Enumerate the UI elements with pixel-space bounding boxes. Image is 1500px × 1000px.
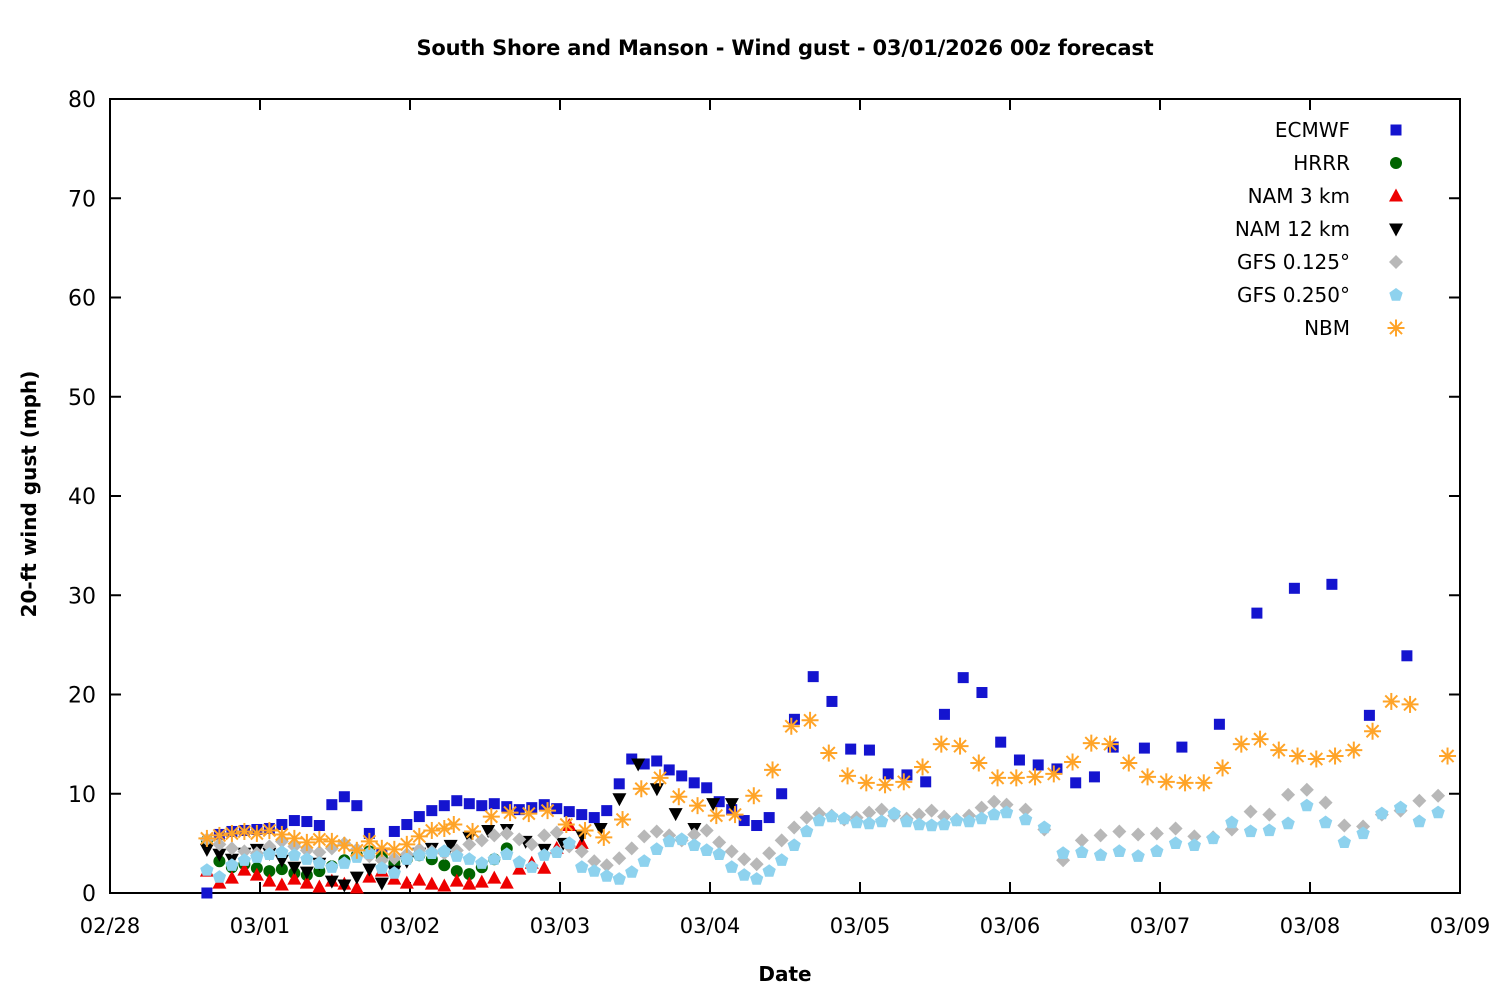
- legend-label-nam3km: NAM 3 km: [1247, 183, 1350, 208]
- x-tick-label: 03/03: [530, 914, 591, 938]
- legend-item-hrrr: HRRR: [1235, 146, 1408, 179]
- x-tick-label: 03/08: [1280, 914, 1341, 938]
- x-tick-label: 03/01: [230, 914, 291, 938]
- y-tick-label: 50: [68, 386, 96, 411]
- circle-marker-icon: [1390, 156, 1402, 169]
- legend-label-ecmwf: ECMWF: [1274, 117, 1350, 142]
- x-tick-label: 03/07: [1130, 914, 1191, 938]
- y-tick-label: 30: [68, 584, 96, 609]
- y-tick-label: 60: [68, 287, 96, 312]
- y-tick-label: 40: [68, 485, 96, 510]
- pentagon-marker-icon: [1389, 287, 1403, 301]
- legend-item-nam12km: NAM 12 km: [1235, 212, 1408, 245]
- asterisk-marker-icon: [1387, 319, 1405, 336]
- legend-item-gfs0250: GFS 0.250°: [1235, 278, 1408, 311]
- x-tick-label: 03/06: [980, 914, 1041, 938]
- series-gfs-0-125-: [199, 782, 1446, 873]
- legend-label-nbm: NBM: [1304, 315, 1350, 340]
- legend-item-nam3km: NAM 3 km: [1235, 179, 1408, 212]
- legend: ECMWF HRRR NAM 3 km NAM 12 km GFS 0.125°…: [1235, 113, 1408, 344]
- series-gfs-0-250-: [200, 798, 1445, 885]
- series-nbm: [198, 692, 1457, 859]
- y-tick-label: 20: [68, 684, 96, 709]
- x-tick-label: 03/05: [830, 914, 891, 938]
- triangle-up-marker-icon: [1389, 188, 1403, 201]
- y-tick-label: 80: [68, 88, 96, 113]
- y-tick-label: 0: [82, 882, 96, 907]
- legend-item-ecmwf: ECMWF: [1235, 113, 1408, 146]
- triangle-down-marker-icon: [1389, 223, 1403, 236]
- x-tick-label: 03/02: [380, 914, 441, 938]
- y-tick-label: 10: [68, 783, 96, 808]
- square-marker-icon: [1390, 124, 1402, 135]
- x-tick-label: 02/28: [80, 914, 141, 938]
- legend-label-hrrr: HRRR: [1293, 150, 1350, 175]
- legend-label-gfs0125: GFS 0.125°: [1237, 249, 1350, 274]
- chart-title: South Shore and Manson - Wind gust - 03/…: [416, 36, 1154, 60]
- diamond-marker-icon: [1389, 254, 1403, 269]
- x-tick-label: 03/04: [680, 914, 741, 938]
- legend-label-gfs0250: GFS 0.250°: [1237, 282, 1350, 307]
- legend-label-nam12km: NAM 12 km: [1234, 216, 1350, 241]
- legend-item-nbm: NBM: [1235, 311, 1408, 344]
- legend-item-gfs0125: GFS 0.125°: [1235, 245, 1408, 278]
- y-axis-label: 20-ft wind gust (mph): [17, 370, 41, 618]
- x-axis-label: Date: [758, 962, 812, 986]
- x-tick-label: 03/09: [1430, 914, 1491, 938]
- y-tick-label: 70: [68, 187, 96, 212]
